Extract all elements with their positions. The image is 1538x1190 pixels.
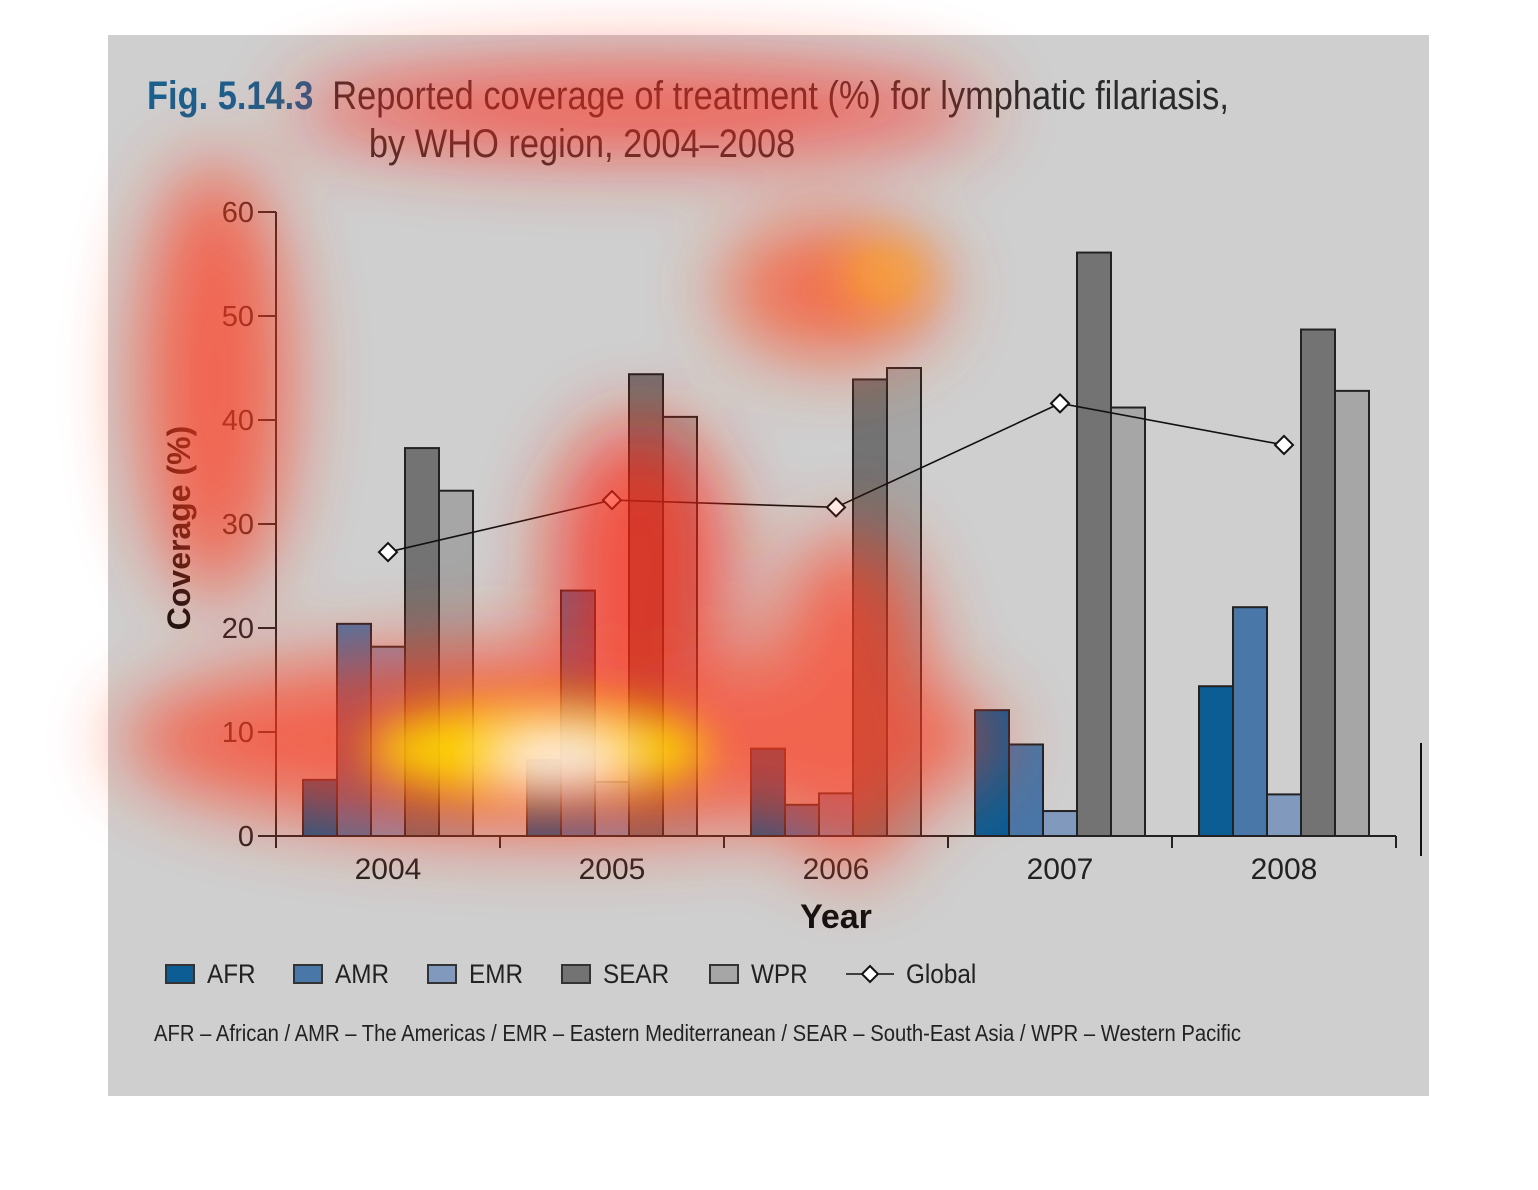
bar-sear-2004 <box>404 447 440 837</box>
y-tick-label: 10 <box>222 717 254 749</box>
bar-emr-2006 <box>818 792 854 837</box>
global-marker-2004 <box>377 541 399 563</box>
legend-label: WPR <box>750 958 808 989</box>
legend-item-wpr: WPR <box>708 958 814 990</box>
legend-swatch <box>708 964 739 984</box>
bar-amr-2007 <box>1008 743 1044 837</box>
region-footnote: AFR – African / AMR – The Americas / EMR… <box>154 1020 1242 1046</box>
bar-emr-2008 <box>1266 793 1302 838</box>
legend-swatch <box>561 964 591 984</box>
y-tick-label: 50 <box>222 301 254 333</box>
bar-amr-2005 <box>560 589 596 837</box>
bar-amr-2006 <box>784 803 820 837</box>
bar-emr-2007 <box>1042 810 1078 837</box>
bar-amr-2004 <box>336 622 372 838</box>
global-marker-2008 <box>1273 434 1295 456</box>
global-line <box>387 402 1285 553</box>
bar-sear-2008 <box>1300 328 1336 837</box>
bar-afr-2004 <box>302 778 338 838</box>
legend-item-emr: EMR <box>427 959 529 990</box>
x-tick-label: 2008 <box>1251 853 1318 886</box>
legend-label: Global <box>905 958 976 989</box>
bar-afr-2006 <box>750 747 786 838</box>
global-marker-2005 <box>601 489 623 511</box>
bar-emr-2004 <box>370 645 406 837</box>
legend-swatch <box>427 964 457 984</box>
bar-sear-2005 <box>628 373 664 837</box>
legend-item-afr: AFR <box>165 959 261 990</box>
legend-item-amr: AMR <box>293 959 395 990</box>
bar-wpr-2006 <box>886 367 922 837</box>
bar-afr-2007 <box>974 709 1010 837</box>
legend-diamond-icon <box>845 964 894 984</box>
bar-afr-2005 <box>526 759 562 838</box>
bar-afr-2008 <box>1198 685 1234 837</box>
x-tick-label: 2006 <box>803 853 870 886</box>
bar-wpr-2004 <box>438 489 474 837</box>
x-axis-title: Year <box>800 898 872 936</box>
global-marker-2006 <box>825 496 847 518</box>
legend-label: EMR <box>469 958 523 989</box>
bar-amr-2008 <box>1232 606 1268 838</box>
x-tick-label: 2005 <box>579 853 646 886</box>
global-line-series <box>377 392 1295 563</box>
bar-sear-2006 <box>852 378 888 837</box>
figure-number: Fig. 5.14.3 <box>147 74 314 118</box>
global-marker-2007 <box>1049 392 1071 414</box>
y-tick-label: 60 <box>222 197 254 229</box>
figure-panel <box>108 35 1429 1096</box>
legend-swatch <box>165 964 195 984</box>
bar-wpr-2008 <box>1334 389 1370 837</box>
bar-emr-2005 <box>594 780 630 837</box>
y-tick-label: 0 <box>238 821 254 853</box>
legend-label: AMR <box>335 958 389 989</box>
bar-wpr-2007 <box>1110 406 1146 837</box>
y-axis-title: Coverage (%) <box>161 426 197 631</box>
bar-wpr-2005 <box>662 415 698 837</box>
legend-label: AFR <box>207 958 256 989</box>
bar-sear-2007 <box>1076 251 1112 837</box>
edge-divider <box>1420 743 1422 856</box>
y-tick-label: 20 <box>222 613 254 645</box>
legend-item-sear: SEAR <box>561 959 677 990</box>
legend-label: SEAR <box>603 958 670 989</box>
chart-legend: AFR AMR EMR SEAR WPR Global <box>165 956 1016 992</box>
x-tick-label: 2007 <box>1027 853 1094 886</box>
y-tick-label: 30 <box>222 509 254 541</box>
legend-item-global: Global <box>845 958 984 990</box>
y-tick-label: 40 <box>222 405 254 437</box>
chart-bars <box>302 251 1370 838</box>
x-tick-label: 2004 <box>355 853 422 886</box>
legend-swatch <box>293 964 323 984</box>
